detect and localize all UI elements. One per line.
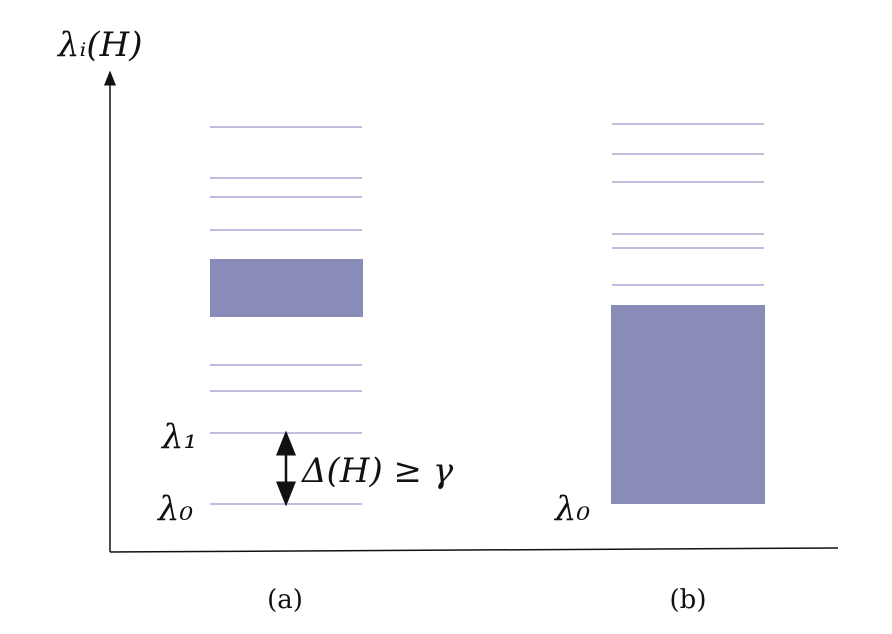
panel-label: (b) (670, 585, 707, 615)
level-label: λ₀ (553, 489, 591, 529)
level-label: λ₁ (160, 417, 197, 457)
band (611, 305, 765, 504)
band (210, 259, 363, 317)
panel-a: λ₁ λ₀ Δ(H) ≥ γ (a) (156, 126, 454, 615)
level-label: λ₀ (156, 489, 194, 529)
axis-label: λᵢ(H) (56, 25, 143, 65)
x-axis (109, 547, 839, 553)
panel-label: (a) (267, 585, 303, 615)
panel-b: λ₀ (b) (553, 123, 765, 615)
gap-annotation: Δ(H) ≥ γ (300, 451, 454, 491)
